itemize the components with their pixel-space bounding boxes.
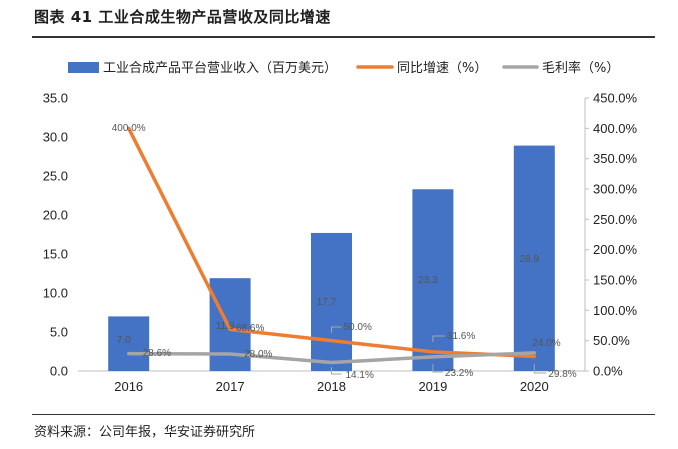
source-note: 资料来源：公司年报，华安证券研究所 — [34, 425, 256, 440]
label-leader-line — [432, 364, 443, 373]
bar — [513, 145, 555, 371]
margin-data-label: 23.2% — [445, 368, 473, 379]
y-right-tick-label: 0.0% — [593, 364, 623, 379]
legend-label-growth: 同比增速（%） — [397, 61, 487, 76]
bar-data-label: 7.0 — [117, 335, 131, 346]
x-tick-label: 2018 — [317, 379, 346, 394]
legend-label-revenue: 工业合成产品平台营业收入（百万美元） — [103, 61, 337, 76]
figure-title: 图表 41 工业合成生物产品营收及同比增速 — [34, 8, 331, 26]
y-right-tick-label: 50.0% — [593, 333, 630, 348]
y-right-tick-label: 350.0% — [593, 151, 638, 166]
bar-series — [108, 145, 555, 371]
growth-data-label: 400.0% — [112, 123, 146, 134]
x-tick-label: 2019 — [418, 379, 447, 394]
margin-data-label: 29.8% — [548, 369, 576, 380]
y-left-tick-label: 0.0 — [50, 364, 68, 379]
growth-line — [126, 126, 537, 359]
legend-swatch-revenue — [68, 62, 99, 73]
margin-data-label: 28.0% — [244, 349, 272, 360]
y-right-tick-label: 300.0% — [593, 182, 638, 197]
y-left-tick-label: 25.0 — [43, 169, 68, 184]
y-right-tick-label: 100.0% — [593, 303, 638, 318]
label-leader-line — [533, 364, 547, 374]
growth-data-label: 68.6% — [236, 323, 264, 334]
bar-data-label: 11.9 — [216, 321, 235, 332]
y-left-tick-label: 35.0 — [43, 91, 68, 106]
margin-data-label: 28.6% — [143, 348, 171, 359]
label-leader-line — [331, 367, 342, 375]
bar — [311, 232, 352, 371]
y-left-tick-label: 10.0 — [43, 286, 68, 301]
growth-data-label: 24.0% — [532, 338, 560, 349]
y-left-tick-label: 30.0 — [43, 130, 68, 145]
legend-label-margin: 毛利率（%） — [542, 60, 619, 76]
label-leader-line — [432, 335, 445, 342]
x-tick-label: 2017 — [216, 379, 245, 394]
bar-data-label: 28.9 — [520, 254, 540, 265]
margin-data-label: 14.1% — [346, 370, 374, 381]
y-right-tick-label: 400.0% — [593, 121, 638, 136]
data-labels: 7.0 11.9 17.7 23.3 28.9 400.0% 68.6% 50.0% 31.6%… — [112, 123, 577, 381]
y-right-tick-label: 200.0% — [593, 242, 638, 257]
bar-data-label: 17.7 — [317, 297, 337, 308]
margin-line — [126, 351, 537, 365]
axes: 0.0 5.0 10.0 15.0 20.0 25.0 30.0 35.0 0.0% 50.0% 1… — [43, 91, 638, 395]
x-tick-label: 2016 — [114, 379, 143, 394]
growth-data-label: 50.0% — [344, 322, 372, 333]
legend: 工业合成产品平台营业收入（百万美元） 同比增速（%） 毛利率（%） — [68, 60, 619, 76]
label-leader-line — [331, 326, 342, 333]
top-rule — [32, 36, 655, 38]
bar — [108, 316, 150, 371]
y-right-tick-label: 450.0% — [593, 91, 638, 106]
y-left-tick-label: 5.0 — [50, 325, 68, 340]
y-left-tick-label: 20.0 — [43, 208, 68, 223]
y-left-tick-label: 15.0 — [43, 247, 68, 262]
y-right-tick-label: 250.0% — [593, 212, 638, 227]
growth-data-label: 31.6% — [447, 331, 475, 342]
bar-data-label: 23.3 — [418, 275, 438, 286]
x-tick-label: 2020 — [520, 379, 549, 394]
y-right-tick-label: 150.0% — [593, 273, 638, 288]
line-series — [126, 126, 537, 365]
bottom-rule — [32, 414, 655, 415]
